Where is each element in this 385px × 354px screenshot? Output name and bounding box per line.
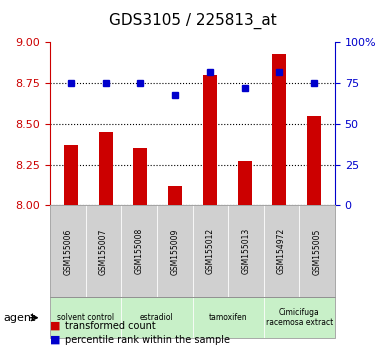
Text: transformed count: transformed count xyxy=(65,321,156,331)
Text: GSM154972: GSM154972 xyxy=(277,228,286,274)
Text: GSM155006: GSM155006 xyxy=(64,228,72,275)
Text: estradiol: estradiol xyxy=(140,313,174,322)
Text: ■: ■ xyxy=(50,335,60,345)
Text: percentile rank within the sample: percentile rank within the sample xyxy=(65,335,231,345)
Text: GSM155008: GSM155008 xyxy=(135,228,144,274)
Bar xyxy=(134,148,147,205)
Text: GSM155007: GSM155007 xyxy=(99,228,108,275)
Bar xyxy=(168,186,182,205)
Bar xyxy=(203,75,217,205)
Text: ■: ■ xyxy=(50,321,60,331)
Text: GSM155009: GSM155009 xyxy=(170,228,179,275)
Text: Cimicifuga
racemosa extract: Cimicifuga racemosa extract xyxy=(266,308,333,327)
Bar xyxy=(273,54,286,205)
Text: GSM155005: GSM155005 xyxy=(313,228,321,275)
Text: GDS3105 / 225813_at: GDS3105 / 225813_at xyxy=(109,12,276,29)
Bar xyxy=(238,161,251,205)
Text: agent: agent xyxy=(4,313,36,323)
Bar xyxy=(64,145,78,205)
Text: solvent control: solvent control xyxy=(57,313,114,322)
Bar xyxy=(99,132,112,205)
Bar xyxy=(307,116,321,205)
Text: tamoxifen: tamoxifen xyxy=(209,313,248,322)
Text: GSM155013: GSM155013 xyxy=(241,228,250,274)
Text: GSM155012: GSM155012 xyxy=(206,228,215,274)
